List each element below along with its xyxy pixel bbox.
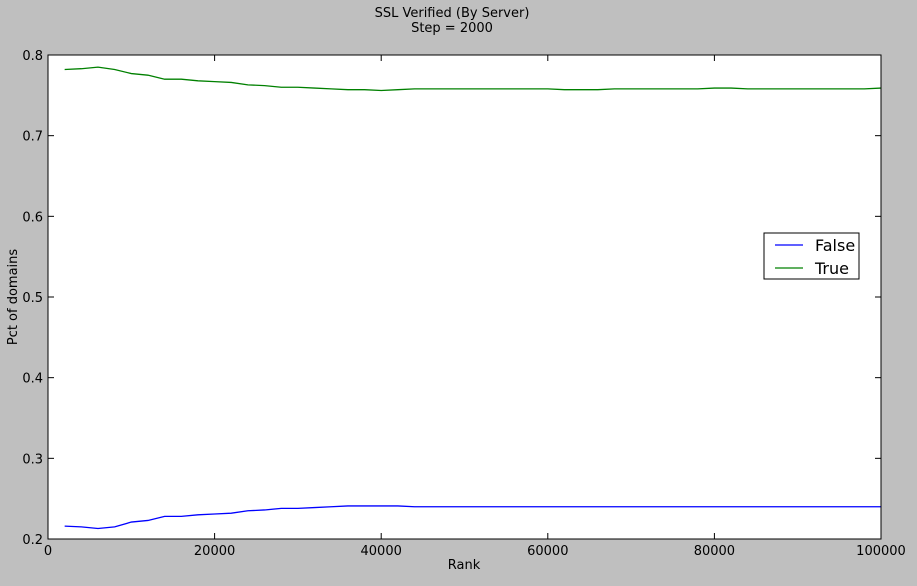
plot-frame: [47, 54, 882, 540]
legend-label-true: True: [814, 259, 849, 278]
x-axis-label: Rank: [448, 558, 481, 573]
y-tick-label: 0.8: [22, 49, 43, 64]
chart-title: SSL Verified (By Server): [375, 6, 530, 21]
series-layer: [64, 66, 882, 530]
y-tick-label: 0.3: [22, 452, 43, 467]
chart-subtitle: Step = 2000: [411, 21, 493, 36]
x-tick-label: 80000: [694, 544, 735, 559]
y-tick-label: 0.4: [22, 372, 43, 387]
x-tick-label: 0: [44, 544, 52, 559]
plot-area: [48, 55, 881, 539]
x-tick-label: 60000: [527, 544, 568, 559]
x-tick-label: 20000: [194, 544, 235, 559]
y-tick-label: 0.5: [22, 291, 43, 306]
x-tick-label: 100000: [856, 544, 906, 559]
x-tick-label: 40000: [361, 544, 402, 559]
legend: False True: [763, 232, 860, 280]
y-tick-label: 0.6: [22, 210, 43, 225]
series-line-true: [64, 66, 882, 92]
series-line-false: [64, 505, 881, 530]
y-tick-label: 0.2: [22, 533, 43, 548]
legend-label-false: False: [815, 236, 855, 255]
legend-box: [763, 232, 860, 280]
y-tick-label: 0.7: [22, 130, 43, 145]
y-axis-label: Pct of domains: [6, 249, 21, 346]
